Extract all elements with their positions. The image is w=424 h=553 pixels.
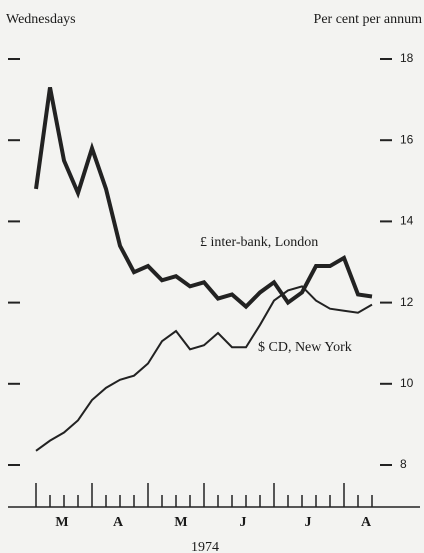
series-label: $ CD, New York: [258, 340, 352, 355]
month-label: J: [305, 515, 312, 530]
series-line: [34, 87, 373, 310]
y-tick-label: 18: [400, 51, 414, 65]
series-line: [35, 285, 373, 452]
month-label: M: [55, 515, 68, 530]
month-label: M: [174, 515, 187, 530]
y-tick-label: 12: [400, 295, 414, 309]
month-label: A: [113, 515, 124, 530]
y-header: Per cent per annum: [314, 12, 423, 27]
x-header: Wednesdays: [6, 12, 76, 27]
y-tick-label: 14: [400, 214, 414, 228]
y-tick-label: 8: [400, 457, 407, 471]
y-tick-label: 16: [400, 132, 414, 146]
series-label: £ inter-bank, London: [200, 235, 318, 250]
month-label: J: [240, 515, 247, 530]
month-label: A: [361, 515, 372, 530]
y-tick-label: 10: [400, 376, 414, 390]
x-label: 1974: [191, 540, 219, 553]
